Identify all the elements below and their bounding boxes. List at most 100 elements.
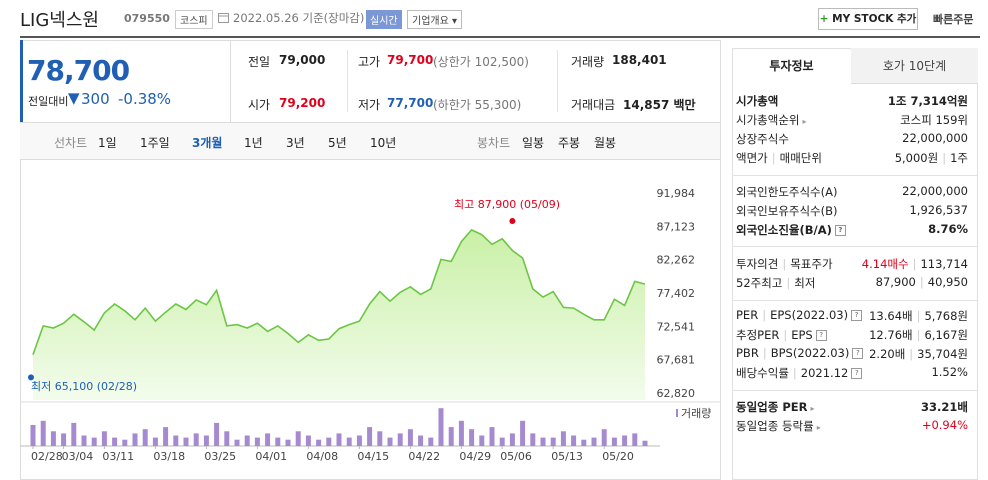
- summary-value: 79,000: [279, 53, 326, 67]
- info-label: PER | EPS(2022.03)?: [736, 308, 863, 326]
- period-tab[interactable]: 월봉: [594, 136, 617, 150]
- summary-value: 79,700: [387, 53, 434, 67]
- info-label-part: 외국인보유주식수(B): [736, 204, 838, 218]
- period-tab[interactable]: 3년: [286, 136, 305, 150]
- annotation-label: 최저 65,100 (02/28): [31, 380, 137, 393]
- quick-order-link[interactable]: 빠른주문: [933, 13, 974, 26]
- volume-bar: [540, 437, 546, 446]
- summary-note: (하한가 55,300): [433, 98, 522, 112]
- volume-bar: [326, 437, 332, 446]
- volume-bar: [571, 435, 577, 446]
- volume-bar: [112, 437, 118, 446]
- info-row: 외국인소진율(B/A)? 8.76%: [736, 222, 968, 240]
- separator: |: [783, 328, 788, 342]
- x-tick-label: 03/25: [204, 450, 236, 463]
- realtime-badge[interactable]: 실시간: [366, 10, 402, 29]
- period-tab[interactable]: 5년: [328, 136, 347, 150]
- arrow-icon: ▸: [810, 404, 815, 413]
- info-row: 상장주식수 22,000,000: [736, 131, 968, 149]
- summary-label: 저가: [358, 98, 381, 112]
- volume-bar: [254, 437, 260, 446]
- volume-bar: [591, 437, 597, 446]
- y-tick-label: 72,541: [657, 320, 696, 333]
- my-stock-label: MY STOCK 추가: [832, 13, 917, 25]
- change-amount: 300: [81, 90, 110, 108]
- plus-icon: +: [819, 13, 829, 25]
- side-tab-active[interactable]: 투자정보: [732, 48, 852, 84]
- help-icon[interactable]: ?: [834, 225, 846, 236]
- info-row: 외국인한도주식수(A) 22,000,000: [736, 184, 968, 202]
- volume-bar: [285, 439, 291, 446]
- overview-dropdown[interactable]: 기업개요 ▾: [407, 10, 463, 29]
- annotation-label: 최고 87,900 (05/09): [454, 198, 560, 211]
- volume-bar: [234, 439, 240, 446]
- volume-bar: [428, 437, 434, 446]
- info-row: 시가총액 1조 7,314억원: [736, 93, 968, 111]
- volume-bar: [163, 427, 169, 446]
- help-icon[interactable]: ?: [851, 310, 863, 321]
- volume-bar: [448, 427, 454, 446]
- x-tick-label: 04/01: [255, 450, 287, 463]
- info-row: 추정PER | EPS? 12.76배 | 6,167원: [736, 327, 968, 345]
- legend-label: 거래량: [681, 407, 711, 420]
- period-tab[interactable]: 1일: [98, 136, 117, 150]
- info-label: 상장주식수: [736, 131, 789, 149]
- section-divider: [732, 175, 978, 176]
- info-value-part: 4.14매수: [861, 257, 909, 271]
- volume-bar: [142, 429, 148, 446]
- volume-bar: [275, 437, 281, 446]
- info-value: 1조 7,314억원: [888, 93, 968, 111]
- help-icon[interactable]: ?: [815, 330, 827, 341]
- info-label: 투자의견 | 목표주가: [736, 256, 833, 274]
- volume-bar: [183, 437, 189, 446]
- volume-bar: [91, 437, 97, 446]
- info-value-part: 22,000,000: [902, 131, 968, 145]
- info-label-part: 투자의견: [736, 257, 779, 271]
- volume-bar: [611, 437, 617, 446]
- change-label: 전일대비: [28, 95, 69, 108]
- separator: |: [786, 276, 791, 290]
- period-tab[interactable]: 주봉: [558, 136, 581, 150]
- price-box: [20, 40, 231, 122]
- period-tab[interactable]: 일봉: [522, 136, 545, 150]
- volume-bar: [632, 433, 638, 446]
- volume-bar: [520, 420, 526, 446]
- period-tab[interactable]: 1주일: [140, 136, 170, 150]
- info-label-part: 액면가: [736, 151, 768, 165]
- my-stock-button[interactable]: + MY STOCK 추가: [818, 8, 918, 30]
- period-tab[interactable]: 10년: [370, 136, 397, 150]
- info-value: 2.20배 | 35,704원: [869, 346, 968, 364]
- info-value-part: 8.76%: [928, 222, 968, 236]
- volume-bar: [61, 433, 67, 446]
- info-value-part: 1주: [950, 151, 968, 165]
- separator: |: [916, 309, 921, 323]
- info-row: 동일업종 등락률 ▸ +0.94%: [736, 418, 968, 436]
- info-row: 외국인보유주식수(B) 1,926,537: [736, 203, 968, 221]
- volume-bar: [509, 433, 515, 446]
- separator: |: [762, 346, 767, 360]
- info-row: 시가총액순위 ▸ 코스피 159위: [736, 112, 968, 130]
- period-tab[interactable]: 1년: [244, 136, 263, 150]
- info-value-part: 1.52%: [931, 365, 968, 379]
- info-label-part: 시가총액: [736, 94, 779, 108]
- y-tick-label: 77,402: [657, 287, 696, 300]
- change-rate: -0.38%: [118, 90, 172, 108]
- period-tab[interactable]: 3개월: [192, 136, 223, 150]
- volume-bar: [387, 437, 393, 446]
- volume-bar: [265, 433, 271, 446]
- help-icon[interactable]: ?: [852, 348, 864, 359]
- info-value: 4.14매수 | 113,714: [862, 256, 968, 274]
- side-tab[interactable]: 호가 10단계: [851, 48, 978, 84]
- info-label: 52주최고 | 최저: [736, 275, 815, 293]
- volume-bar: [50, 431, 56, 446]
- x-tick-label: 05/06: [500, 450, 532, 463]
- change-down-icon: ▼: [68, 89, 80, 107]
- info-label-part: 52주최고: [736, 276, 783, 290]
- volume-bar: [346, 437, 352, 446]
- arrow-icon: ▸: [802, 117, 807, 126]
- help-icon[interactable]: ?: [851, 368, 863, 379]
- info-label-part: 목표주가: [790, 257, 833, 271]
- info-value: 22,000,000: [902, 184, 968, 202]
- info-value-part: 1,926,537: [909, 203, 968, 217]
